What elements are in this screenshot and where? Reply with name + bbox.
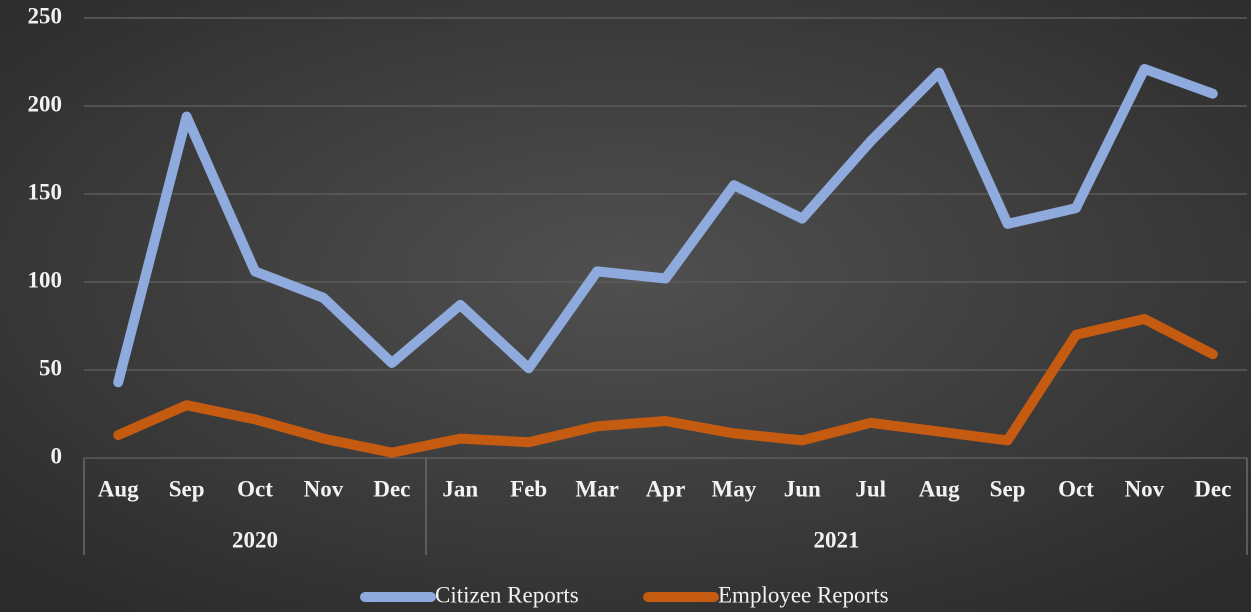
group-label: 2021 [814,527,860,552]
y-tick-label: 50 [39,355,62,380]
group-label: 2020 [232,527,278,552]
x-tick-label: May [712,476,757,501]
x-tick-label: Aug [919,476,960,501]
x-tick-label: Apr [646,476,686,501]
x-tick-label: Dec [1194,476,1231,501]
y-tick-label: 150 [28,179,63,204]
x-tick-label: Sep [169,476,205,501]
y-tick-label: 200 [28,91,63,116]
y-tick-label: 0 [51,443,63,468]
y-tick-label: 100 [28,267,63,292]
legend-label: Employee Reports [718,582,889,607]
x-tick-label: Oct [1058,476,1094,501]
x-tick-label: Nov [1125,476,1165,501]
x-tick-label: Aug [98,476,139,501]
x-tick-label: Mar [575,476,618,501]
series-line [113,64,1218,388]
x-tick-label: Feb [510,476,547,501]
legend-label: Citizen Reports [435,582,579,607]
x-tick-label: Jan [442,476,478,501]
x-tick-label: Jul [855,476,886,501]
x-tick-label: Nov [304,476,344,501]
x-tick-label: Dec [373,476,410,501]
x-tick-label: Jun [784,476,821,501]
x-tick-label: Oct [237,476,273,501]
series-line [113,314,1218,458]
x-tick-label: Sep [990,476,1026,501]
y-tick-label: 250 [28,3,63,28]
